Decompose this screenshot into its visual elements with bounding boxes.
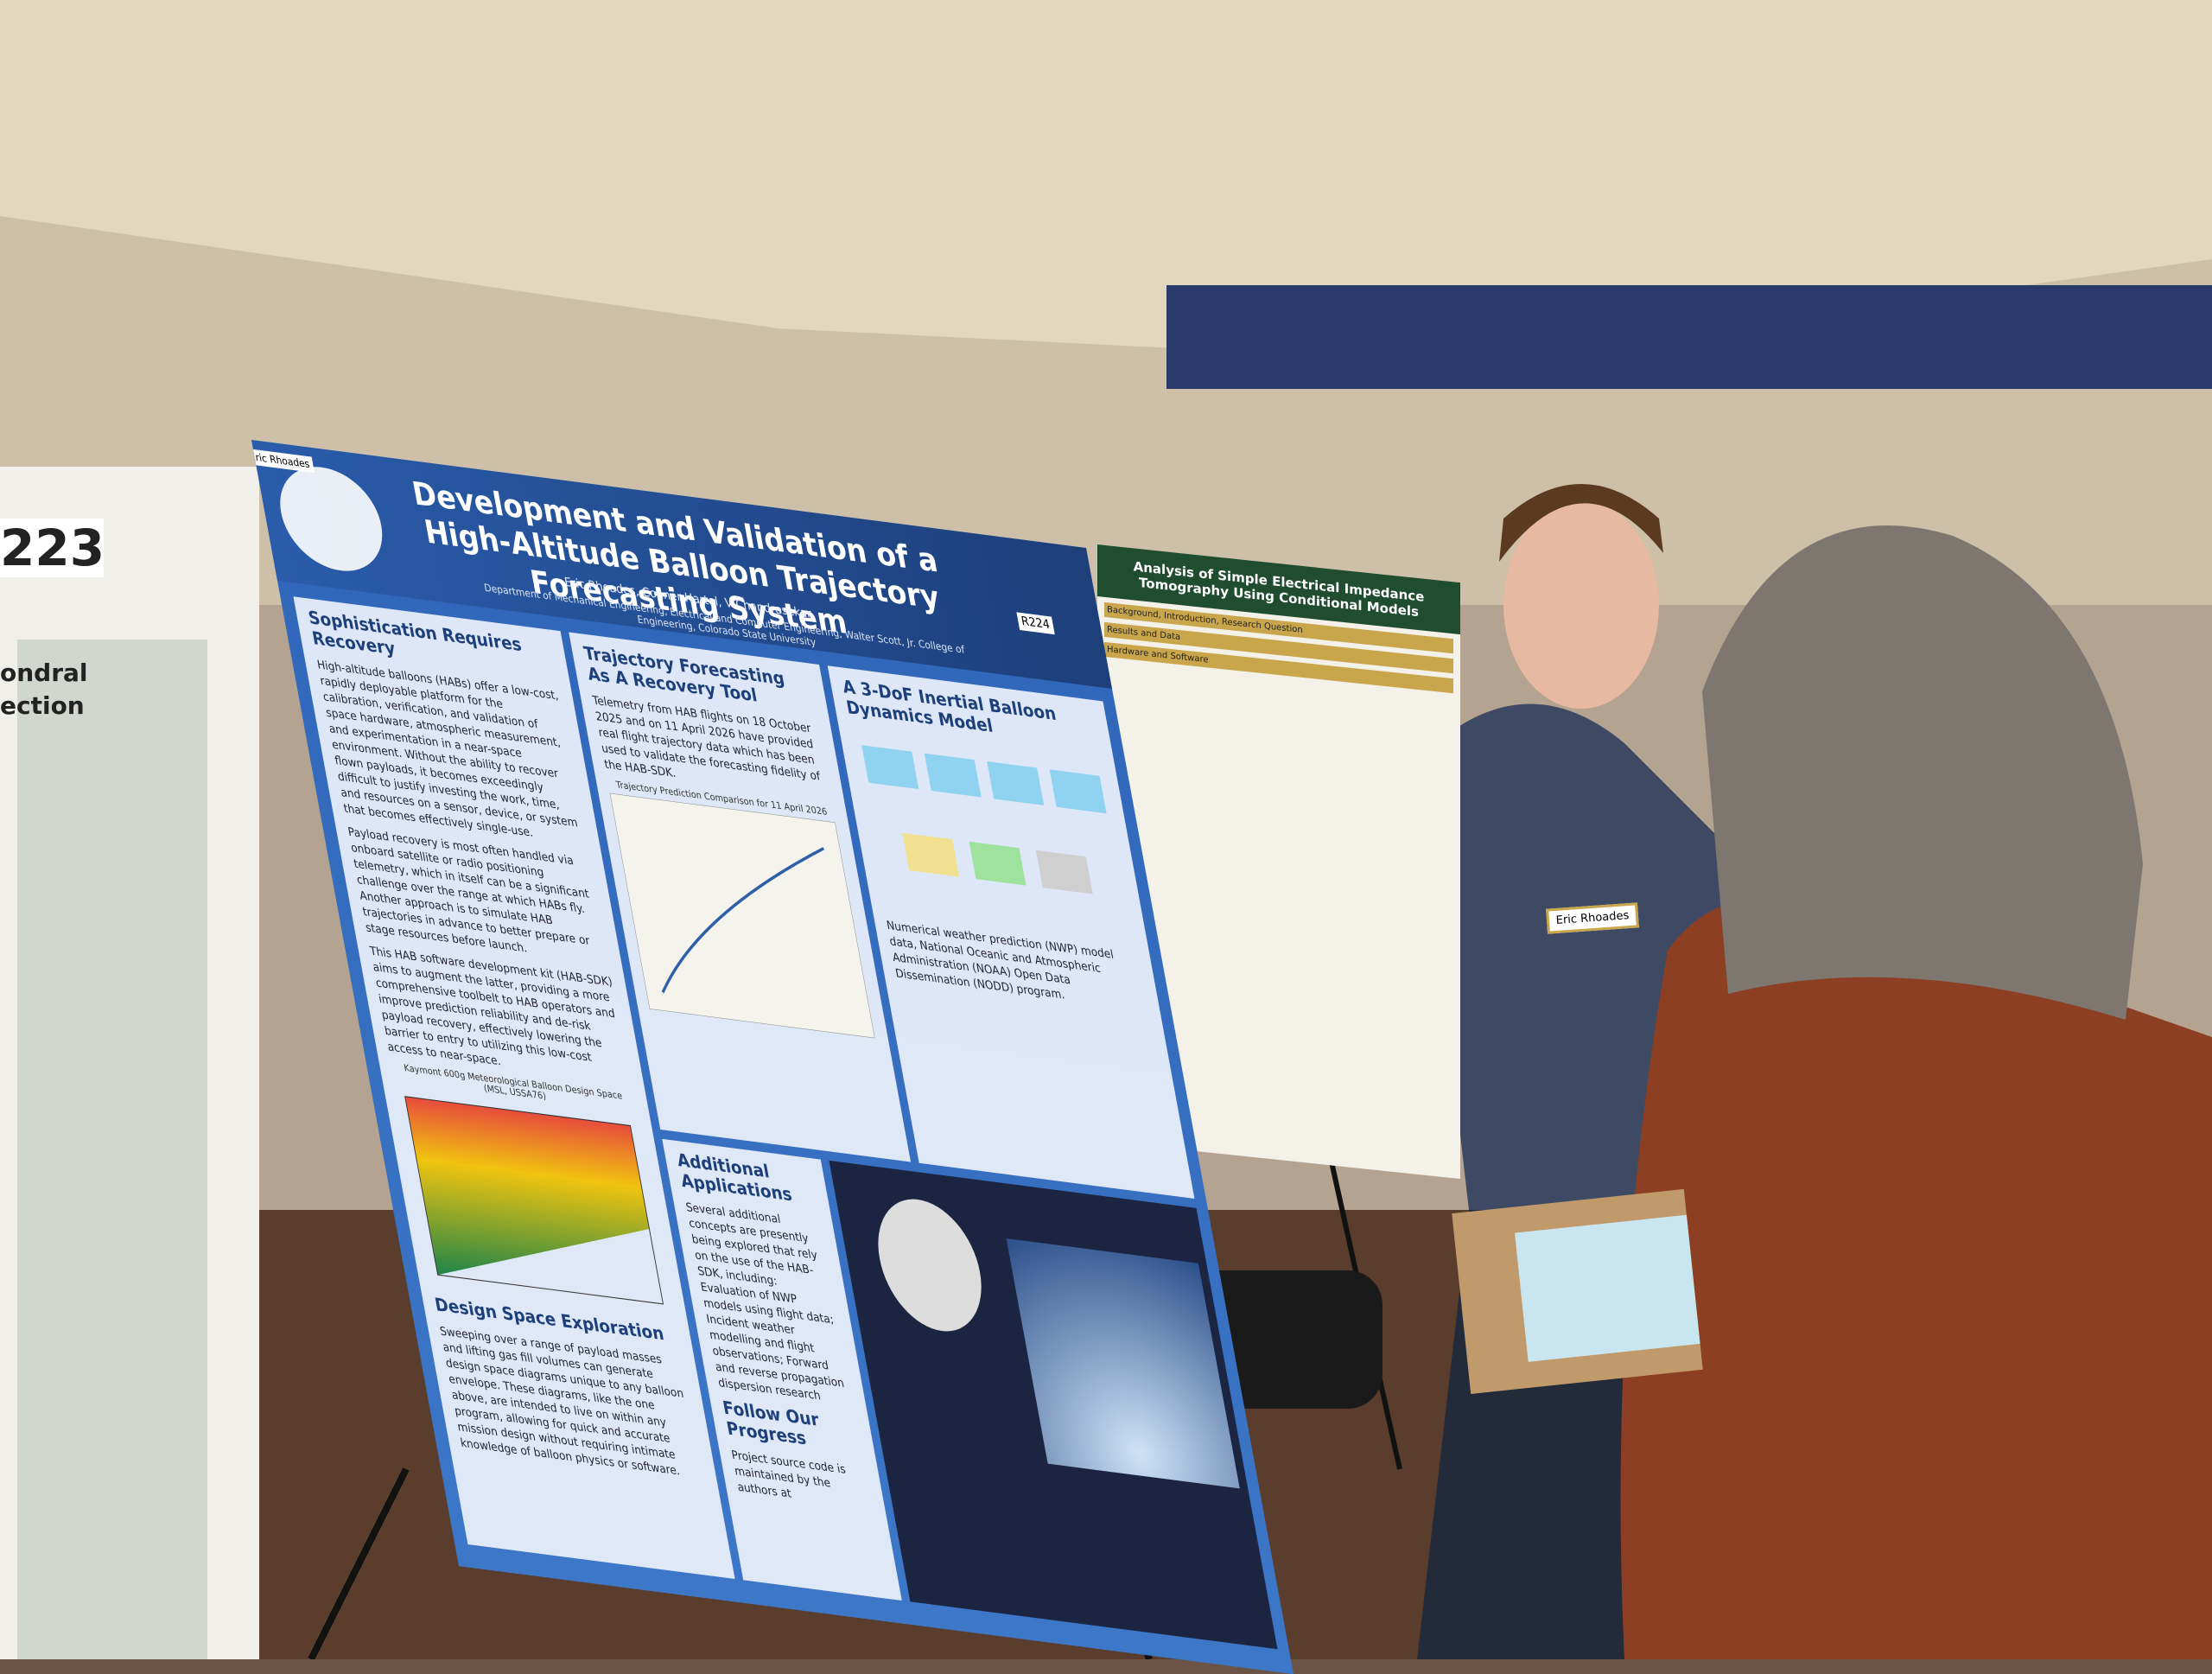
plot-frame	[404, 1096, 664, 1305]
woman-hair	[1702, 525, 2143, 1020]
trajectory	[661, 847, 825, 994]
paper	[1515, 1214, 1700, 1362]
model-diagram	[861, 745, 1107, 894]
diagram-box	[969, 841, 1027, 886]
column: A 3-DoF Inertial Balloon Dynamics Model …	[827, 665, 1195, 1200]
column: Sophistication Requires Recovery High-al…	[293, 596, 735, 1580]
diagram-box	[902, 832, 960, 877]
column: Trajectory Forecasting As A Recovery Too…	[569, 632, 912, 1162]
paragraph: Project source code is maintained by the…	[730, 1447, 847, 1500]
diagram-box	[1049, 769, 1107, 814]
paragraph: Sweeping over a range of payload masses …	[438, 1323, 685, 1478]
easel-leg	[308, 1467, 410, 1659]
man-hair	[1499, 484, 1663, 562]
design-space-chart	[404, 1096, 664, 1305]
trajectory-map	[609, 792, 876, 1039]
left-poster	[0, 467, 259, 1659]
man-face	[1503, 501, 1659, 709]
map-frame	[609, 792, 876, 1039]
woman-sweater	[1620, 896, 2212, 1659]
section-heading: ondral ection	[0, 659, 88, 720]
windows	[1166, 285, 2212, 389]
main-poster: Development and Validation of a High-Alt…	[251, 440, 1294, 1674]
paragraph: Several additional concepts are presentl…	[684, 1200, 846, 1403]
board-number: 223	[0, 519, 105, 577]
balloon	[868, 1193, 992, 1338]
paragraph: High-altitude balloons (HABs) offer a lo…	[315, 657, 579, 840]
diagram-box	[1035, 850, 1093, 894]
ceiling-panel	[0, 0, 2212, 363]
diagram-box	[987, 761, 1045, 805]
diagram-box	[861, 745, 919, 790]
left-poster-panel	[17, 640, 207, 1659]
diagram-box	[924, 753, 982, 798]
heatmap	[404, 1096, 650, 1276]
earth-photo	[1006, 1238, 1240, 1489]
